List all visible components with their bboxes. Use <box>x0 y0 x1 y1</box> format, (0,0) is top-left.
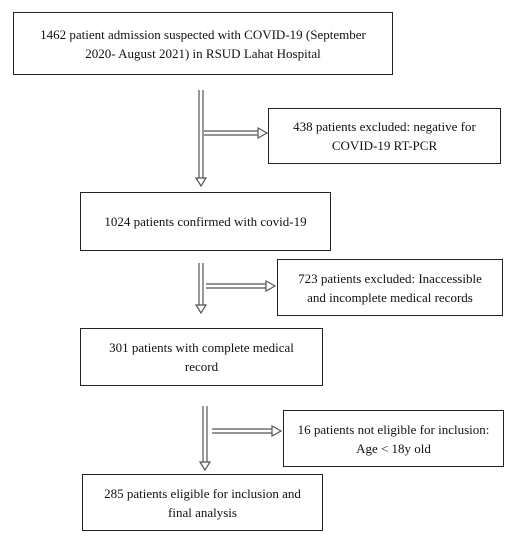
node-box: 1024 patients confirmed with covid-19 <box>80 192 331 251</box>
node-box: 16 patients not eligible for inclusion: … <box>283 410 504 467</box>
node-text: 2020- August 2021) in RSUD Lahat Hospita… <box>85 45 321 61</box>
down-arrow <box>194 263 208 315</box>
node-text: 285 patients eligible for inclusion and <box>104 485 301 501</box>
side-arrow <box>204 126 269 140</box>
side-arrow <box>206 279 277 293</box>
node-text: COVID-19 RT-PCR <box>331 138 438 153</box>
node-text: record <box>184 359 219 374</box>
node-text: 1024 patients confirmed with covid-19 <box>104 214 307 229</box>
node-text: 723 patients excluded: Inaccessible <box>298 270 482 286</box>
node-box: 1462 patient admission suspected with CO… <box>13 12 393 75</box>
node-text: final analysis <box>168 504 237 520</box>
node-box: 723 patients excluded: Inaccessible and … <box>277 259 503 316</box>
node-text: Age < 18y old <box>356 440 431 456</box>
side-arrow <box>212 424 283 438</box>
node-text: and incomplete medical records <box>307 289 473 305</box>
node-box: 438 patients excluded: negative for COVI… <box>268 108 501 164</box>
node-box: 301 patients with complete medical recor… <box>80 328 323 386</box>
node-text: 438 patients excluded: negative for <box>293 119 476 134</box>
node-box: 285 patients eligible for inclusion and … <box>82 474 323 531</box>
down-arrow <box>194 90 208 188</box>
arrow-group <box>194 90 283 472</box>
node-text: 1462 patient admission suspected with CO… <box>40 26 366 42</box>
down-arrow <box>198 406 212 472</box>
node-text: 301 patients with complete medical <box>109 340 294 355</box>
node-text: 16 patients not eligible for inclusion: <box>297 421 490 437</box>
